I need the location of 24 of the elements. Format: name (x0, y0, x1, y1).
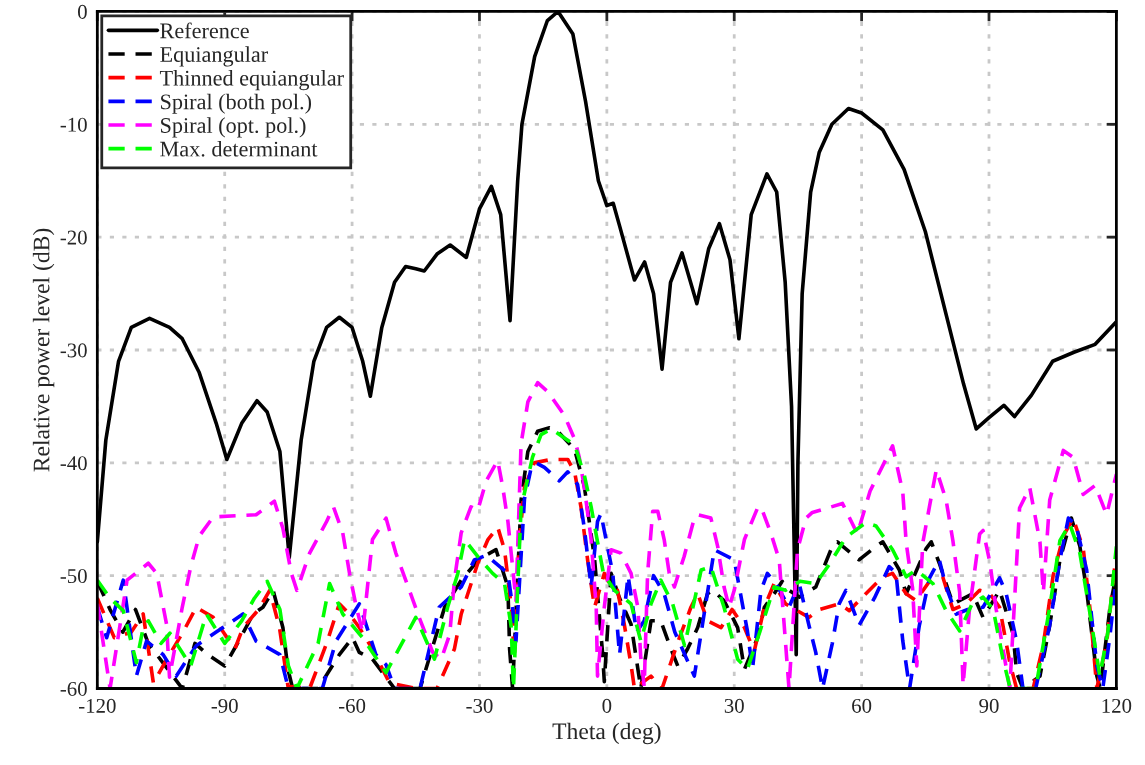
legend-label: Spiral (opt. pol.) (161, 117, 306, 138)
legend-label: Thinned equiangular (159, 70, 344, 91)
x-axis-title: Theta (deg) (552, 722, 661, 745)
x-tick-label: 60 (852, 698, 872, 713)
x-tick-label: 120 (1102, 698, 1132, 713)
x-tick-label: -60 (338, 698, 366, 713)
x-tick-label: -120 (79, 698, 116, 713)
y-tick-label: -50 (60, 569, 87, 584)
y-tick-label: -20 (60, 230, 87, 245)
legend-label: Max. determinant (160, 140, 318, 157)
x-tick-label: 0 (602, 698, 612, 713)
legend-label: Spiral (both pol.) (161, 93, 312, 114)
x-tick-label: 90 (979, 698, 999, 713)
x-tick-label: -90 (211, 698, 238, 713)
y-tick-label: -10 (60, 117, 87, 132)
legend-label: Reference (160, 22, 249, 39)
x-tick-label: -30 (466, 698, 493, 713)
y-tick-label: -40 (60, 456, 87, 471)
y-tick-label: 0 (77, 4, 87, 19)
y-tick-label: -60 (60, 681, 87, 696)
legend-label: Equiangular (160, 46, 268, 67)
y-axis-title: Relative power level (dB) (32, 228, 55, 472)
y-tick-label: -30 (60, 343, 87, 358)
x-tick-label: 30 (724, 698, 744, 713)
